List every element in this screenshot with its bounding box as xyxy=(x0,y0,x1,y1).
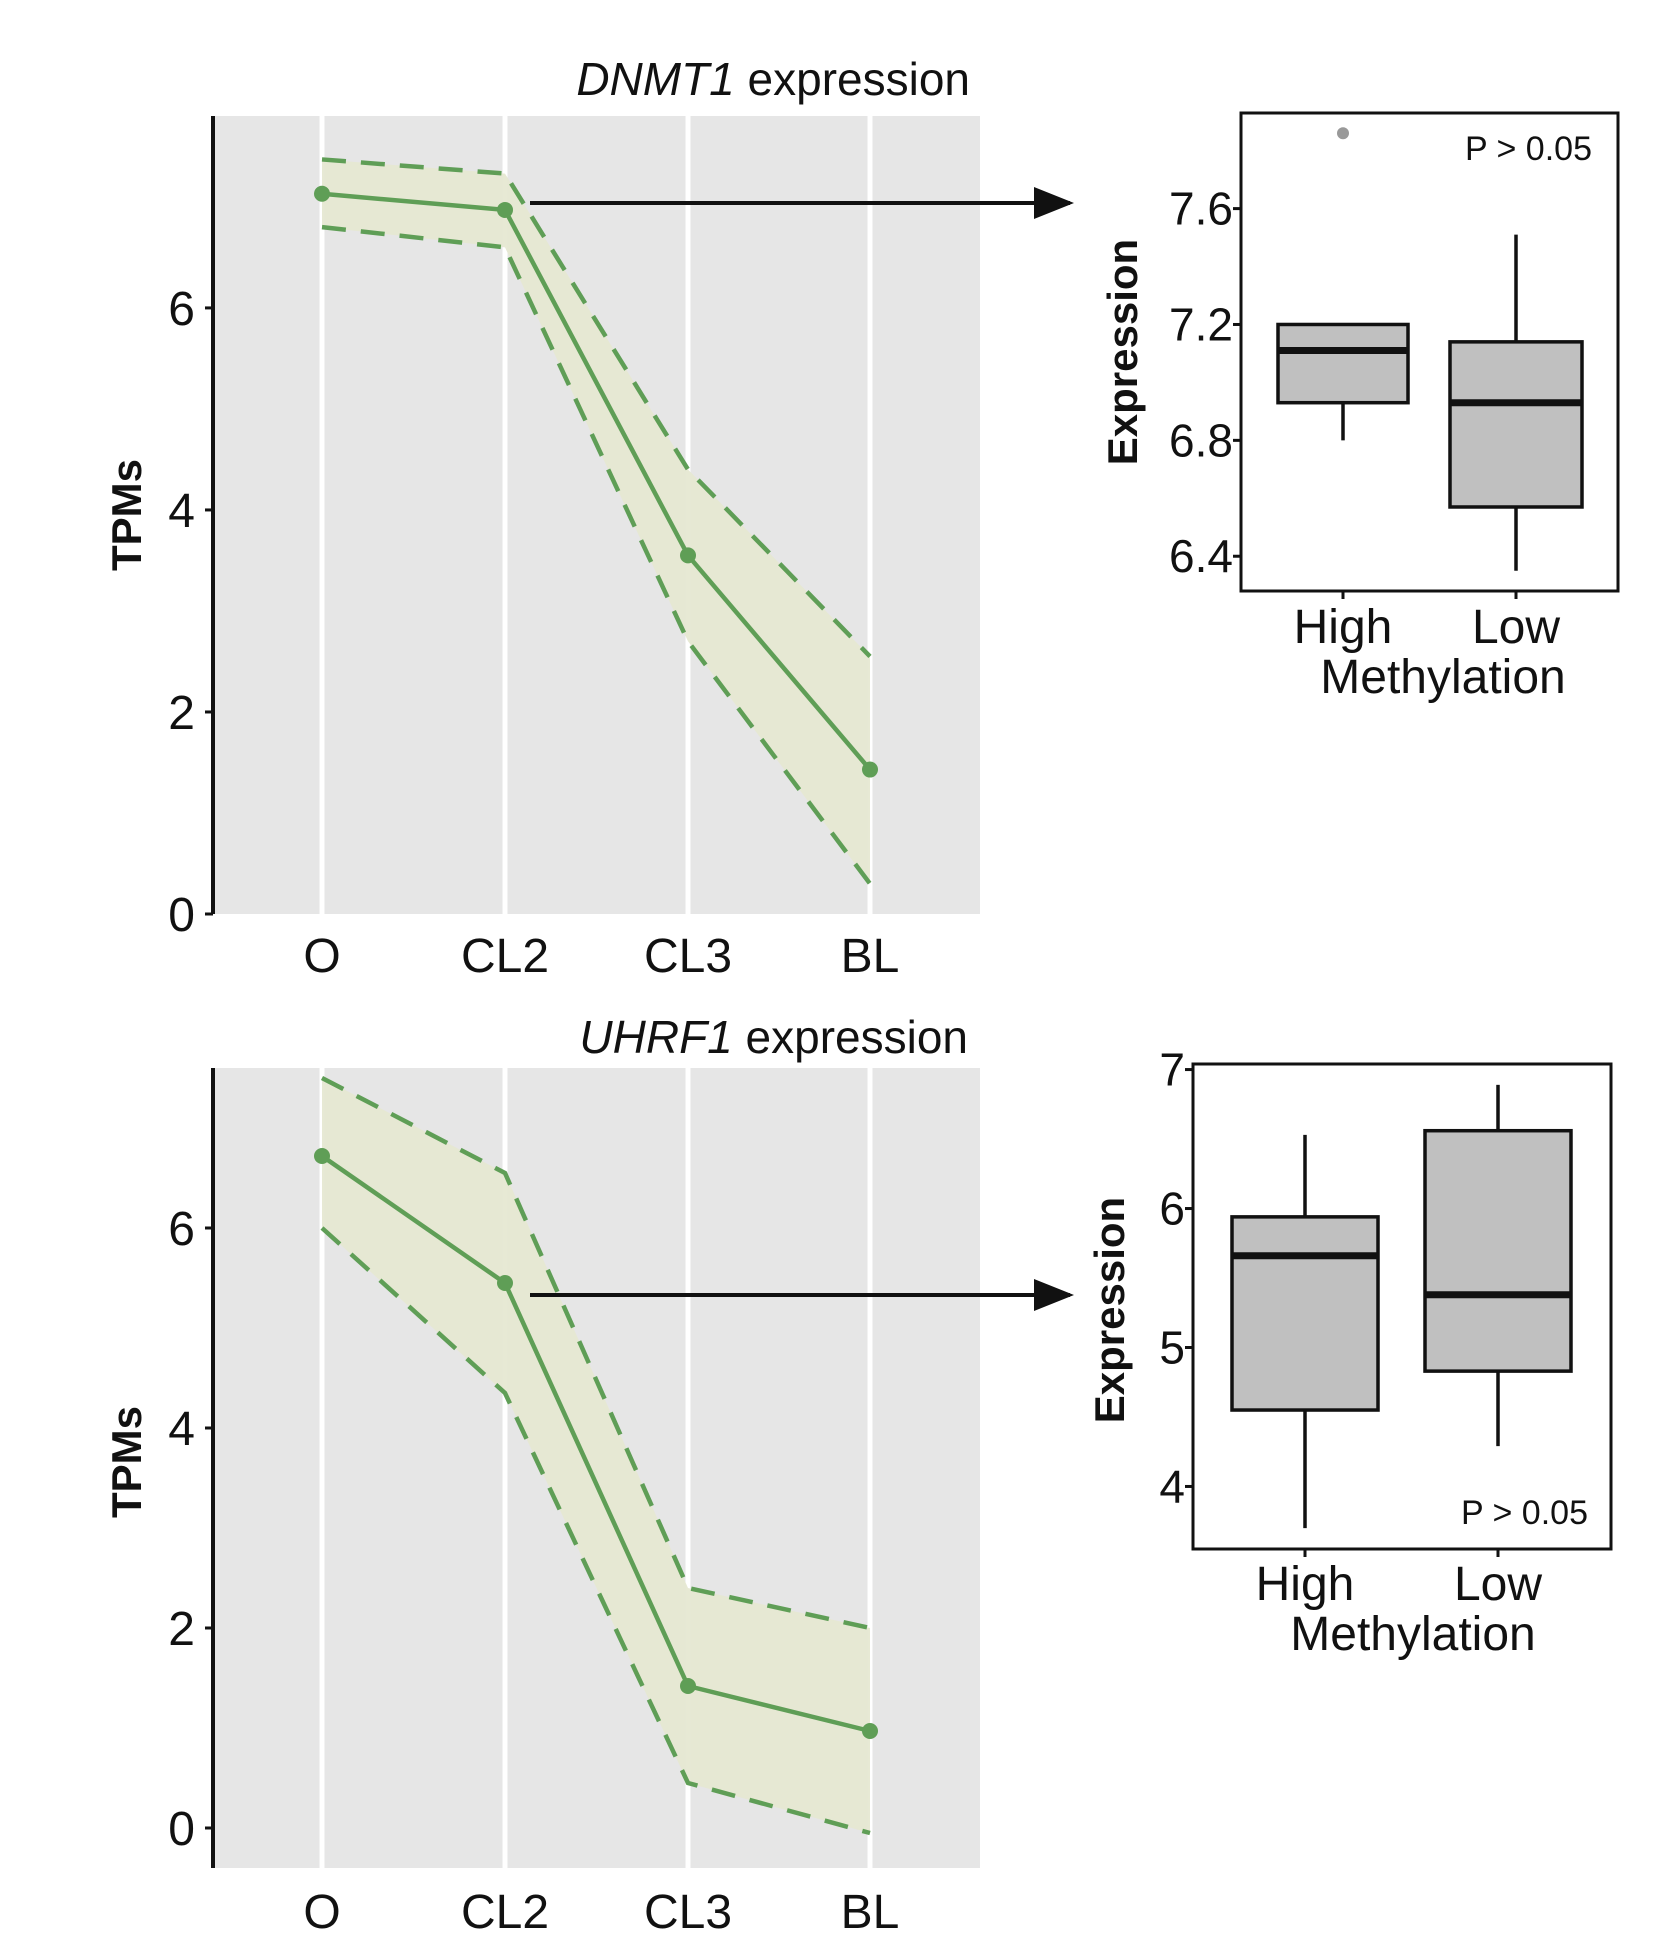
uhrf1-title-gene: UHRF1 xyxy=(579,1011,732,1063)
uhrf1-box-y-tick-label-1: 5 xyxy=(1159,1321,1185,1373)
dnmt1-y-tick-label-2: 2 xyxy=(168,687,195,740)
dnmt1-title-suffix: expression xyxy=(735,53,970,105)
uhrf1-box-x-tick-label-low: Low xyxy=(1454,1558,1542,1611)
dnmt1-x-ticks: O CL2 CL3 BL xyxy=(303,930,899,983)
dnmt1-y-tick-label-4: 4 xyxy=(168,485,195,538)
uhrf1-x-tick-label-cl3: CL3 xyxy=(644,1886,732,1933)
uhrf1-chart-title: UHRF1 expression xyxy=(579,1011,968,1063)
uhrf1-y-axis-title: TPMs xyxy=(103,1406,150,1518)
dnmt1-y-ticks: 0 2 4 6 xyxy=(168,283,213,942)
dnmt1-box-y-axis-title: Expression xyxy=(1099,239,1146,465)
uhrf1-mean-line xyxy=(320,1154,871,1734)
uhrf1-point-cl2 xyxy=(497,1275,513,1291)
dnmt1-box-y-tick-label-3: 7.6 xyxy=(1169,183,1233,235)
uhrf1-y-ticks: 0 2 4 6 xyxy=(168,1203,213,1856)
uhrf1-upper-bound-line xyxy=(320,1076,871,1631)
dnmt1-title-gene: DNMT1 xyxy=(576,53,734,105)
uhrf1-box-y-tick-label-0: 4 xyxy=(1159,1460,1185,1512)
dnmt1-box-low xyxy=(1448,340,1584,509)
dnmt1-mean-line xyxy=(321,191,872,772)
uhrf1-box-y-axis-title: Expression xyxy=(1086,1197,1133,1423)
uhrf1-series xyxy=(314,1076,878,1836)
dnmt1-box-plot: 6.4 6.8 7.2 7.6 High Low Expression Methylat… xyxy=(1099,111,1620,704)
dnmt1-line-chart: DNMT1 expression 0 2 4 6 O CL2 CL3 BL TPMs xyxy=(103,53,980,983)
uhrf1-box-x-axis-title: Methylation xyxy=(1290,1608,1535,1661)
uhrf1-confidence-band xyxy=(322,1078,870,1833)
uhrf1-x-tick-label-bl: BL xyxy=(841,1886,900,1933)
uhrf1-x-ticks: O CL2 CL3 BL xyxy=(303,1886,899,1933)
dnmt1-outlier-high-0 xyxy=(1337,127,1349,140)
dnmt1-point-bl xyxy=(862,761,878,778)
dnmt1-upper-bound-line xyxy=(321,157,872,658)
dnmt1-point-o xyxy=(314,185,330,202)
uhrf1-boxes xyxy=(1230,1084,1573,1529)
dnmt1-boxes xyxy=(1276,127,1584,571)
uhrf1-p-value: P > 0.05 xyxy=(1461,1494,1588,1532)
uhrf1-x-tick-label-o: O xyxy=(303,1886,340,1933)
dnmt1-box-high xyxy=(1276,322,1410,405)
dnmt1-box-x-tick-label-low: Low xyxy=(1472,601,1560,654)
uhrf1-lower-bound-line xyxy=(320,1226,871,1836)
dnmt1-point-cl2 xyxy=(497,201,513,218)
uhrf1-y-tick-label-4: 4 xyxy=(168,1403,195,1456)
dnmt1-x-tick-label-bl: BL xyxy=(841,930,900,983)
dnmt1-point-cl3 xyxy=(680,547,696,564)
uhrf1-box-low xyxy=(1423,1128,1573,1373)
dnmt1-x-tick-label-cl2: CL2 xyxy=(461,930,549,983)
dnmt1-series xyxy=(314,157,878,886)
uhrf1-y-tick-label-0: 0 xyxy=(168,1803,195,1856)
uhrf1-point-cl3 xyxy=(680,1678,696,1694)
dnmt1-p-value: P > 0.05 xyxy=(1465,130,1592,168)
dnmt1-box-x-axis-title: Methylation xyxy=(1320,651,1565,704)
dnmt1-y-axis-title: TPMs xyxy=(103,459,150,571)
dnmt1-lower-bound-line xyxy=(321,224,872,886)
dnmt1-x-tick-label-o: O xyxy=(303,930,340,983)
dnmt1-y-tick-label-6: 6 xyxy=(168,283,195,336)
uhrf1-box-y-tick-label-3: 7 xyxy=(1159,1044,1185,1096)
uhrf1-box-y-ticks: 4 5 6 7 xyxy=(1159,1044,1193,1512)
dnmt1-chart-title: DNMT1 expression xyxy=(576,53,970,105)
dnmt1-y-tick-label-0: 0 xyxy=(168,889,195,942)
uhrf1-box-x-tick-label-high: High xyxy=(1256,1558,1355,1611)
uhrf1-title-suffix: expression xyxy=(733,1011,968,1063)
uhrf1-point-o xyxy=(314,1148,330,1164)
dnmt1-box-y-ticks: 6.4 6.8 7.2 7.6 xyxy=(1169,183,1241,582)
uhrf1-x-tick-label-cl2: CL2 xyxy=(461,1886,549,1933)
uhrf1-box-high xyxy=(1230,1215,1380,1412)
uhrf1-box-plot: 4 5 6 7 High Low Expression Methylation P > … xyxy=(1086,1044,1613,1661)
dnmt1-box-x-ticks: High Low xyxy=(1294,591,1560,654)
uhrf1-point-bl xyxy=(862,1723,878,1739)
uhrf1-box-y-tick-label-2: 6 xyxy=(1159,1183,1185,1235)
dnmt1-box-x-tick-label-high: High xyxy=(1294,601,1393,654)
dnmt1-box-y-tick-label-2: 7.2 xyxy=(1169,298,1233,350)
uhrf1-y-tick-label-6: 6 xyxy=(168,1203,195,1256)
dnmt1-box-y-tick-label-1: 6.8 xyxy=(1169,414,1233,466)
uhrf1-y-tick-label-2: 2 xyxy=(168,1603,195,1656)
uhrf1-box-x-ticks: High Low xyxy=(1256,1549,1542,1611)
dnmt1-x-tick-label-cl3: CL3 xyxy=(644,930,732,983)
uhrf1-line-chart: UHRF1 expression 0 2 4 6 O CL2 CL3 BL TPMs xyxy=(103,1011,980,1933)
dnmt1-box-y-tick-label-0: 6.4 xyxy=(1169,530,1233,582)
